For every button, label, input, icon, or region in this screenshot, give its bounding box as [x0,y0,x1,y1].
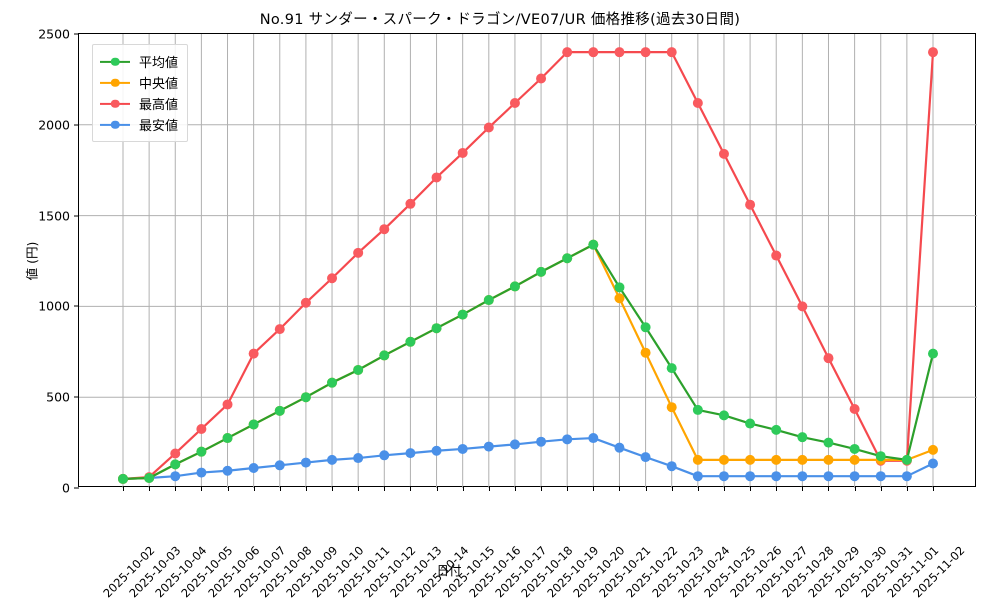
x-tick-mark [462,486,464,491]
x-tick-mark [854,486,856,491]
y-tick-mark [74,396,79,398]
x-tick-mark [201,486,203,491]
x-tick-mark [514,486,516,491]
x-tick-mark [410,486,412,491]
y-tick-mark [74,124,79,126]
x-tick-mark [305,486,307,491]
x-tick-mark [723,486,725,491]
legend-marker-icon [100,118,130,132]
x-tick-mark [802,486,804,491]
x-tick-mark [436,486,438,491]
x-tick-mark [123,486,124,491]
y-tick-mark [74,33,79,35]
plot-area: 値 (円) 0 500 1000 1500 2000 2500 2025-10-02 202… [25,27,977,600]
legend-label: 最安値 [139,119,179,134]
y-tick-label: 2500 [38,26,70,42]
x-tick-mark [332,486,334,491]
x-tick-mark [253,486,255,491]
x-tick-mark [384,486,386,491]
y-axis-label: 値 (円) [24,241,40,281]
x-tick-mark [149,486,151,491]
x-tick-mark [358,486,360,491]
x-tick-mark [175,486,177,491]
x-tick-mark [619,486,621,491]
x-tick-mark [645,486,647,491]
x-tick-mark [880,486,882,491]
x-tick-mark [671,486,673,491]
series-line [118,47,938,484]
legend-item[interactable]: 最安値 [100,114,178,135]
plot-svg [79,34,977,488]
x-tick-mark [227,486,229,491]
legend-item[interactable]: 平均値 [100,51,178,72]
y-tick-label: 2000 [38,117,70,133]
legend-marker-icon [100,97,130,111]
x-tick-mark [541,486,543,491]
chart-title: No.91 サンダー・スパーク・ドラゴン/VE07/UR 価格推移(過去30日間… [259,12,741,28]
series-line [118,239,938,484]
legend-label: 中央値 [139,77,179,92]
series-line [118,239,938,484]
y-tick-mark [74,215,79,217]
x-tick-mark [750,486,752,491]
legend-marker-icon [100,55,130,69]
legend-item[interactable]: 中央値 [100,72,178,93]
y-tick-label: 1000 [38,298,70,314]
x-tick-mark [906,486,908,491]
y-tick-mark [74,487,79,489]
legend-label: 平均値 [139,56,179,71]
y-tick-label: 500 [46,389,70,405]
x-tick-mark [933,486,934,491]
x-tick-mark [488,486,490,491]
legend-label: 最高値 [139,98,179,113]
y-tick-label: 0 [62,480,70,496]
x-tick-mark [567,486,569,491]
x-tick-mark [279,486,281,491]
x-tick-mark [776,486,778,491]
legend-item[interactable]: 最高値 [100,93,178,114]
y-tick-label: 1500 [38,208,70,224]
x-tick-mark [697,486,699,491]
x-tick-mark [593,486,595,491]
x-axis-label: 日付 [436,563,462,578]
x-tick-mark [828,486,830,491]
legend-marker-icon [100,76,130,90]
y-tick-mark [74,305,79,307]
chart-legend: 平均値 中央値 最高値 最安 [92,44,189,142]
